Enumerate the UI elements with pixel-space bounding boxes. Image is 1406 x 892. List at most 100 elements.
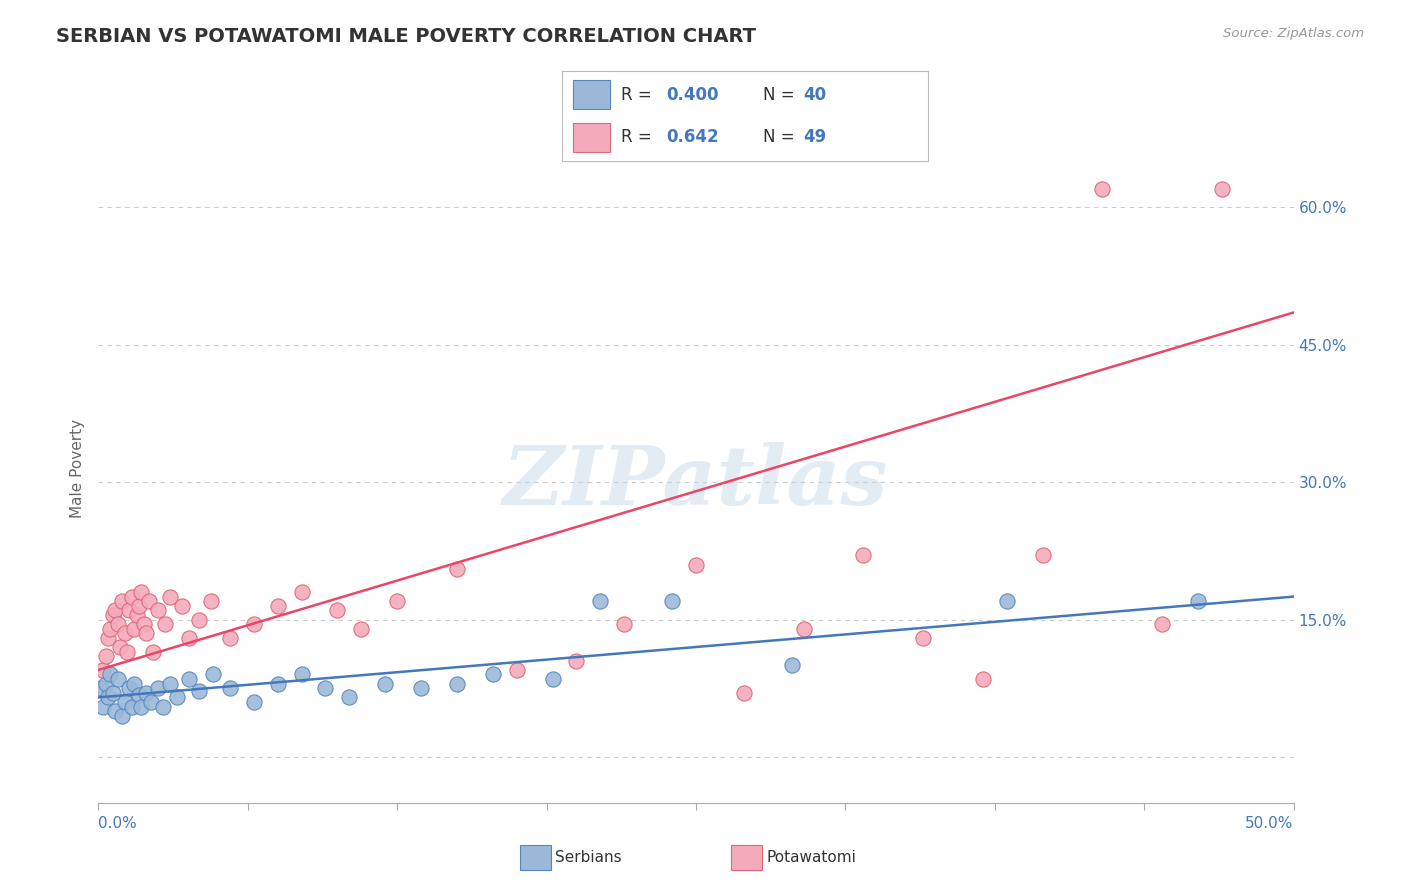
Point bbox=[565, 654, 588, 668]
Point bbox=[685, 558, 707, 572]
Point bbox=[780, 658, 803, 673]
Point bbox=[124, 676, 146, 690]
Point bbox=[219, 631, 242, 645]
Point bbox=[613, 617, 636, 632]
Point bbox=[97, 690, 120, 705]
Text: 0.642: 0.642 bbox=[666, 128, 720, 146]
Y-axis label: Male Poverty: Male Poverty bbox=[70, 418, 86, 518]
Point bbox=[118, 603, 141, 617]
Point bbox=[131, 699, 153, 714]
Point bbox=[101, 607, 124, 622]
Point bbox=[159, 676, 181, 690]
Point bbox=[125, 607, 148, 622]
Point bbox=[91, 663, 114, 677]
Point bbox=[128, 688, 150, 702]
Point bbox=[411, 681, 433, 696]
Point bbox=[202, 667, 225, 681]
Text: 40: 40 bbox=[804, 86, 827, 103]
Point bbox=[107, 672, 129, 686]
Point bbox=[315, 681, 337, 696]
Point bbox=[187, 684, 209, 698]
Point bbox=[219, 681, 242, 696]
Point bbox=[131, 585, 153, 599]
Point bbox=[108, 640, 131, 654]
Point bbox=[995, 594, 1018, 608]
Point bbox=[114, 626, 136, 640]
Point bbox=[115, 644, 138, 658]
Text: 0.400: 0.400 bbox=[666, 86, 718, 103]
Point bbox=[90, 681, 112, 696]
Text: R =: R = bbox=[621, 86, 657, 103]
Point bbox=[128, 599, 150, 613]
Point bbox=[793, 622, 815, 636]
Point bbox=[159, 590, 181, 604]
Point bbox=[187, 613, 209, 627]
Point bbox=[98, 667, 122, 681]
Point bbox=[94, 649, 117, 664]
Point bbox=[733, 686, 755, 700]
Point bbox=[1091, 182, 1114, 196]
Point bbox=[124, 622, 146, 636]
Text: Source: ZipAtlas.com: Source: ZipAtlas.com bbox=[1223, 27, 1364, 40]
Point bbox=[179, 631, 201, 645]
Point bbox=[166, 690, 188, 705]
Point bbox=[111, 594, 134, 608]
Point bbox=[101, 686, 124, 700]
Text: Serbians: Serbians bbox=[555, 850, 621, 864]
Point bbox=[121, 590, 143, 604]
Point bbox=[114, 695, 136, 709]
Point bbox=[139, 695, 162, 709]
Bar bbox=[574, 123, 610, 152]
Point bbox=[97, 631, 120, 645]
Text: 50.0%: 50.0% bbox=[1246, 816, 1294, 831]
Point bbox=[98, 622, 122, 636]
Point bbox=[446, 676, 468, 690]
Text: 49: 49 bbox=[804, 128, 827, 146]
Point bbox=[243, 695, 266, 709]
Text: R =: R = bbox=[621, 128, 657, 146]
Point bbox=[541, 672, 564, 686]
Point bbox=[350, 622, 373, 636]
Point bbox=[111, 708, 134, 723]
Point bbox=[972, 672, 994, 686]
Point bbox=[661, 594, 683, 608]
Text: N =: N = bbox=[763, 86, 800, 103]
Point bbox=[1187, 594, 1209, 608]
Point bbox=[1032, 549, 1054, 563]
Text: SERBIAN VS POTAWATOMI MALE POVERTY CORRELATION CHART: SERBIAN VS POTAWATOMI MALE POVERTY CORRE… bbox=[56, 27, 756, 45]
Bar bbox=[574, 80, 610, 109]
Point bbox=[121, 699, 143, 714]
Point bbox=[142, 644, 165, 658]
Point bbox=[326, 603, 349, 617]
Text: Potawatomi: Potawatomi bbox=[766, 850, 856, 864]
Text: ZIPatlas: ZIPatlas bbox=[503, 442, 889, 522]
Point bbox=[200, 594, 222, 608]
Point bbox=[135, 626, 157, 640]
Point bbox=[91, 699, 114, 714]
Point bbox=[155, 617, 177, 632]
Point bbox=[152, 699, 174, 714]
Point bbox=[1211, 182, 1233, 196]
Point bbox=[385, 594, 409, 608]
Point bbox=[339, 690, 360, 705]
Point bbox=[104, 603, 127, 617]
Point bbox=[446, 562, 468, 576]
Point bbox=[148, 603, 170, 617]
Point bbox=[589, 594, 612, 608]
Point bbox=[118, 681, 141, 696]
Point bbox=[132, 617, 155, 632]
Point bbox=[852, 549, 875, 563]
Point bbox=[267, 599, 290, 613]
Point bbox=[506, 663, 529, 677]
Point bbox=[94, 676, 117, 690]
Point bbox=[243, 617, 266, 632]
Point bbox=[107, 617, 129, 632]
Point bbox=[291, 667, 314, 681]
Point bbox=[179, 672, 201, 686]
Point bbox=[1150, 617, 1173, 632]
Point bbox=[911, 631, 934, 645]
Text: N =: N = bbox=[763, 128, 800, 146]
Point bbox=[148, 681, 170, 696]
Point bbox=[481, 667, 505, 681]
Point bbox=[138, 594, 160, 608]
